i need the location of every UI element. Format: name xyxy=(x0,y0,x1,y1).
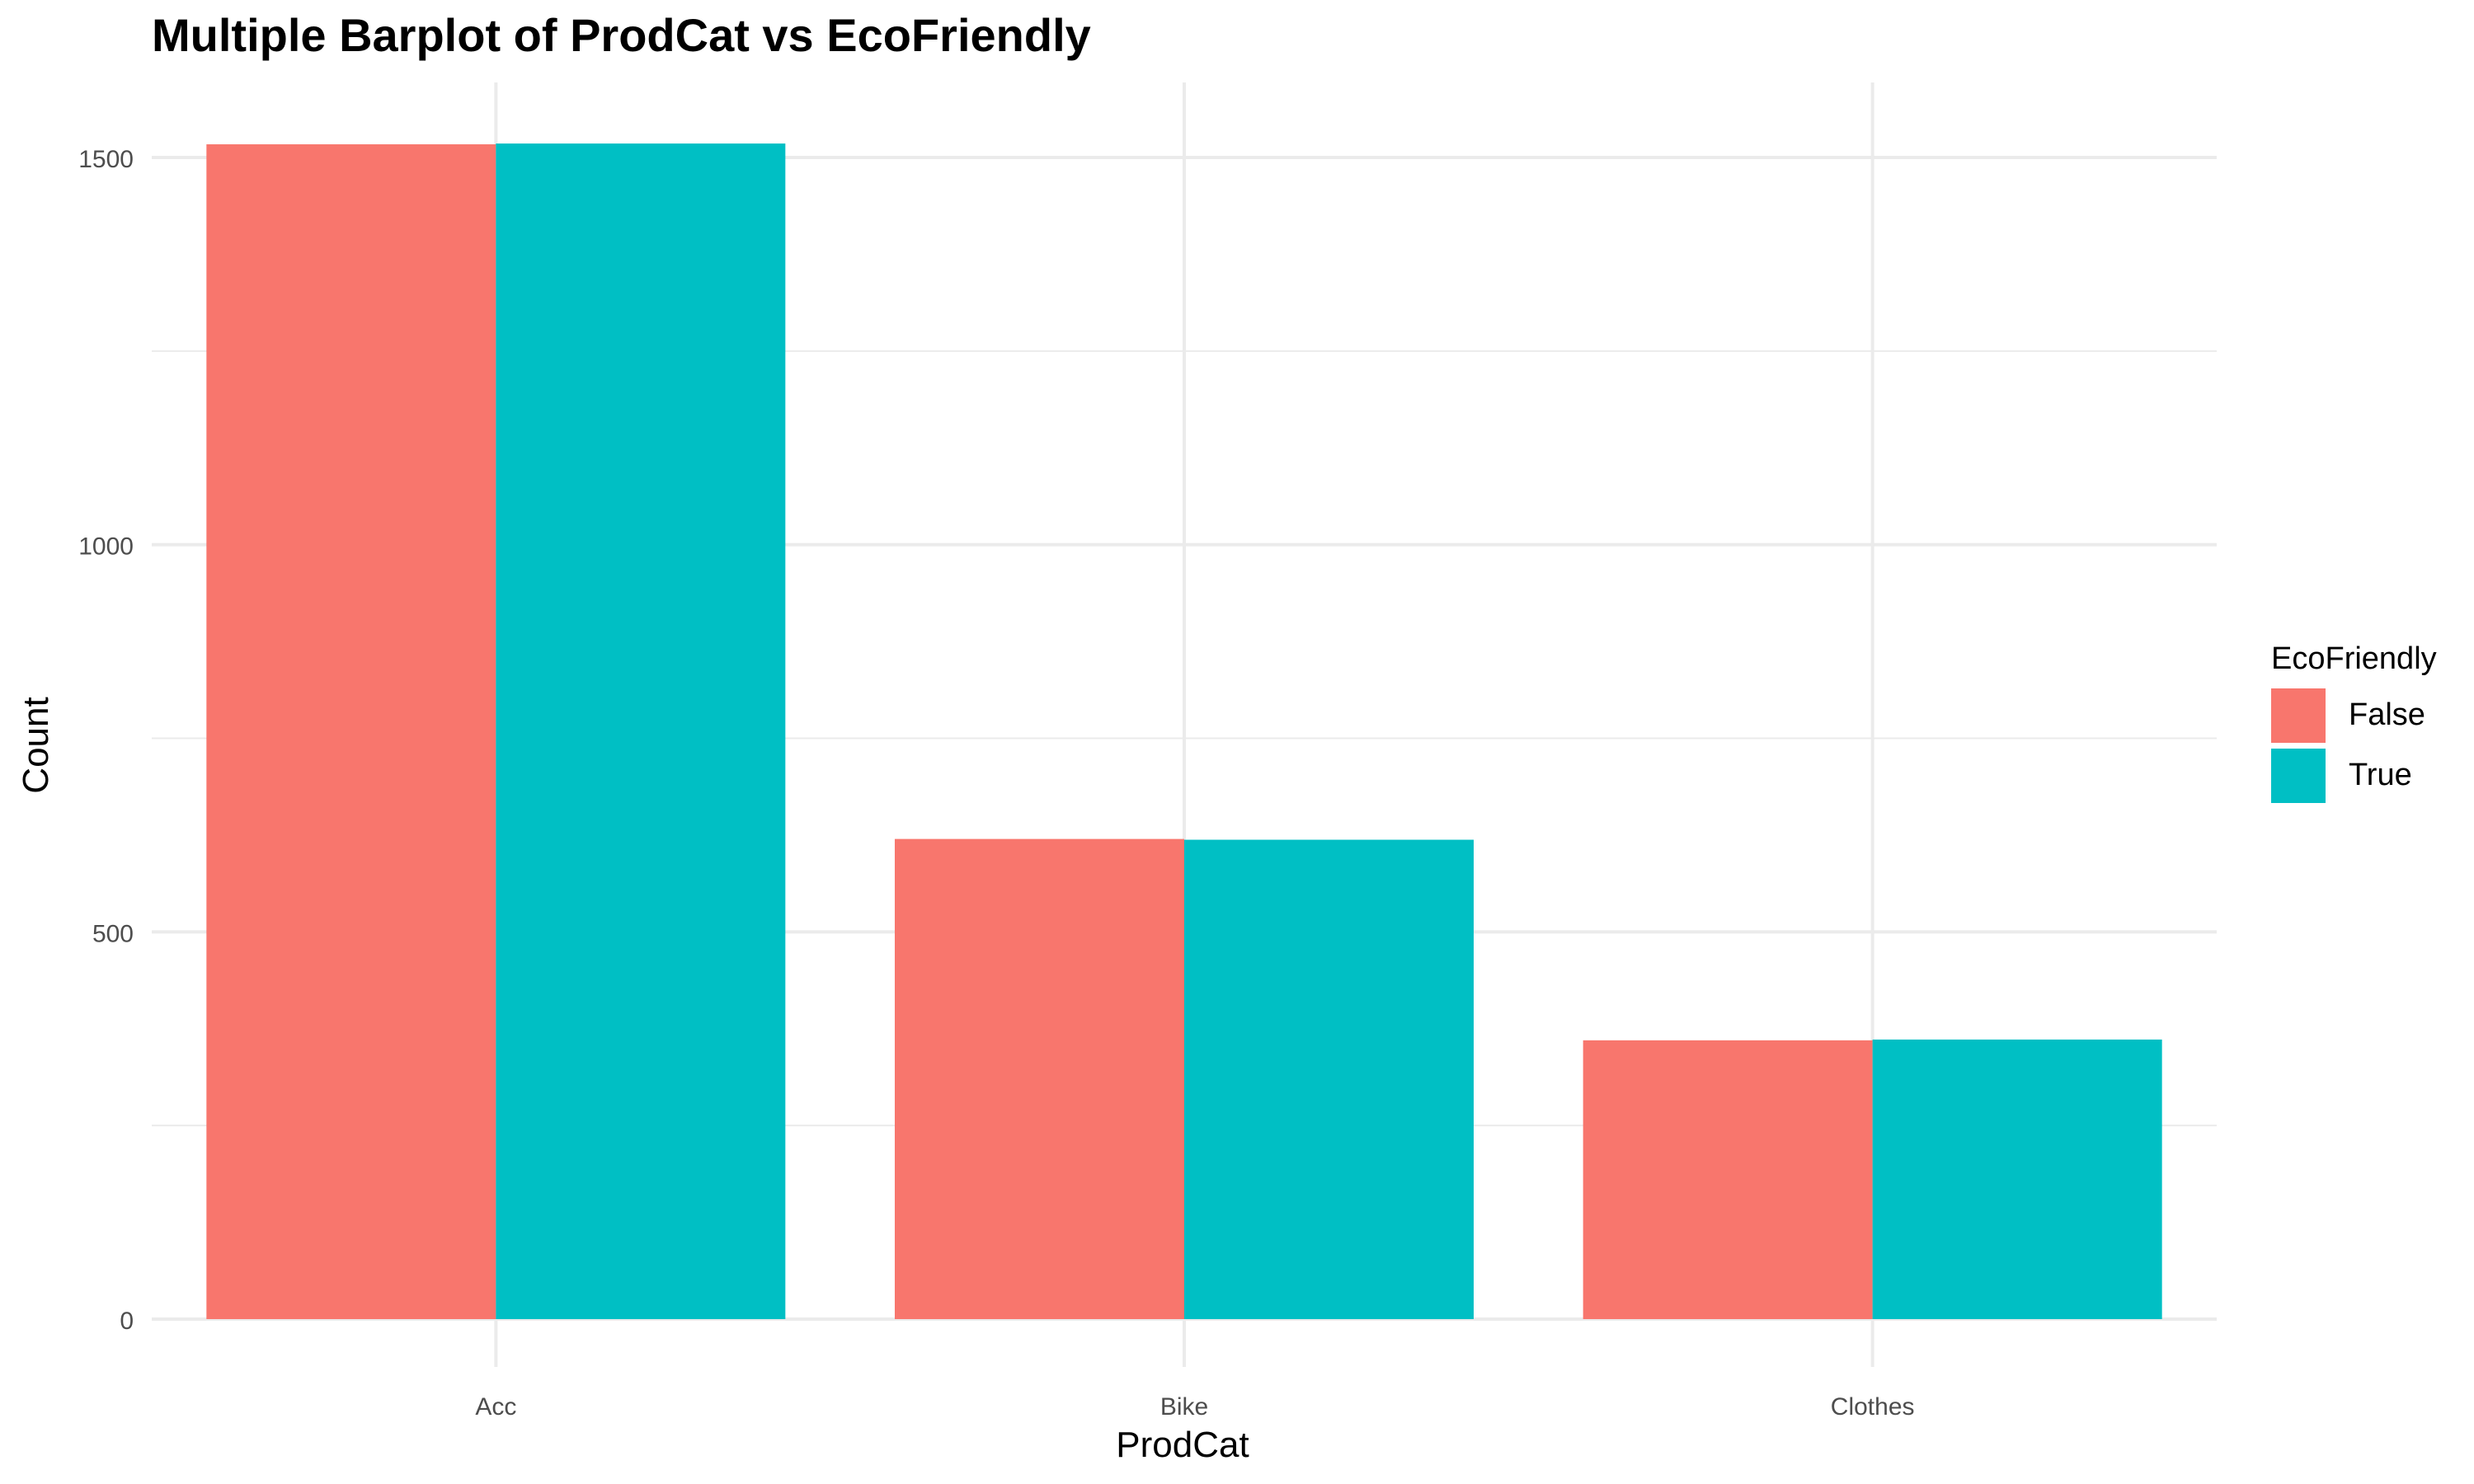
bars xyxy=(206,143,2162,1319)
tick-labels: 0 500 1000 1500 Acc Bike Clothes xyxy=(78,146,1914,1421)
legend-item-false: False xyxy=(2271,685,2437,745)
x-tick-label: Bike xyxy=(1160,1393,1208,1421)
y-tick-label: 1000 xyxy=(78,533,134,561)
chart-title: Multiple Barplot of ProdCat vs EcoFriend… xyxy=(152,9,1091,61)
legend-label-false: False xyxy=(2349,697,2425,732)
x-tick-label: Acc xyxy=(475,1393,516,1421)
bar-bike-false xyxy=(895,838,1184,1319)
legend-item-true: True xyxy=(2271,745,2437,805)
x-tick-label: Clothes xyxy=(1831,1393,1915,1421)
legend-label-true: True xyxy=(2349,758,2412,792)
y-tick-label: 0 xyxy=(120,1308,134,1335)
y-tick-label: 500 xyxy=(92,920,134,947)
y-axis-title: Count xyxy=(16,697,56,794)
bar-bike-true xyxy=(1184,839,1474,1319)
y-tick-label: 1500 xyxy=(78,146,134,173)
bar-acc-true xyxy=(496,143,786,1319)
bar-clothes-false xyxy=(1583,1040,1873,1319)
legend: EcoFriendly False True xyxy=(2271,641,2437,805)
legend-key-true xyxy=(2271,748,2326,803)
x-axis-title: ProdCat xyxy=(1116,1425,1249,1465)
bar-acc-false xyxy=(206,144,496,1319)
bar-clothes-true xyxy=(1872,1039,2162,1319)
legend-key-false xyxy=(2271,688,2326,743)
legend-title: EcoFriendly xyxy=(2271,641,2437,676)
